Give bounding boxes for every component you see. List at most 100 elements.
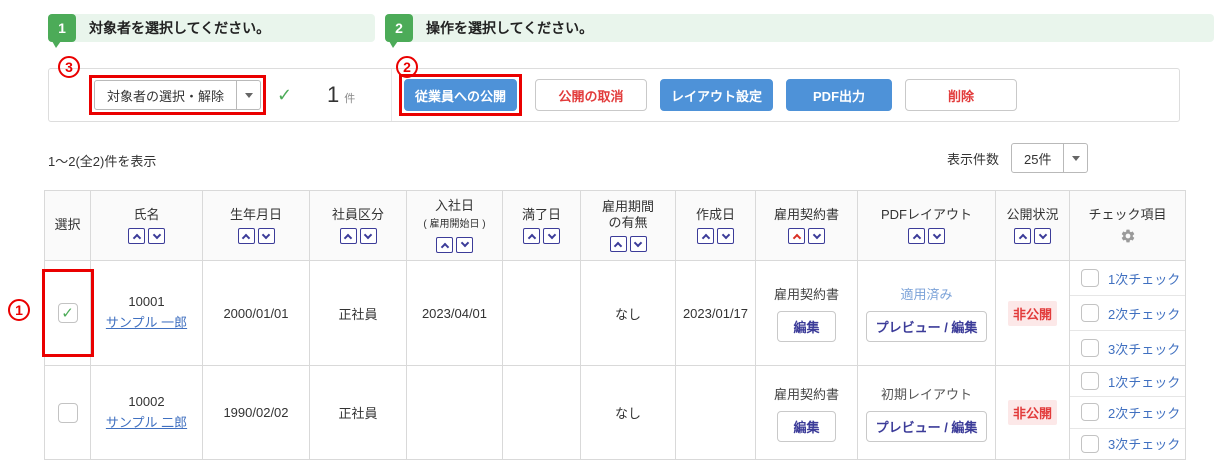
chevron-down-icon [244,92,253,98]
employee-name-link[interactable]: サンプル 一郎 [105,315,188,330]
row-select-checkbox[interactable] [57,402,78,423]
check-item-checkbox[interactable] [1081,304,1099,322]
sort-desc-button[interactable] [456,236,473,253]
sort-asc-button[interactable] [436,236,453,253]
sort-desc-button[interactable] [928,228,945,245]
sort-asc-button[interactable] [523,228,540,245]
contract-cell: 雇用契約書 編集 [755,260,858,366]
select-cell: ✓ [41,260,94,366]
edit-button[interactable]: 編集 [777,311,836,342]
check-item-link[interactable]: 2次チェック [1108,405,1181,421]
column-header-check-items: チェック項目 [1069,190,1186,261]
hire-date-cell [406,365,503,460]
selected-count-unit: 件 [344,93,356,105]
publish-to-employee-button[interactable]: 従業員への公開 [404,79,518,111]
column-header-name: 氏名 [90,190,203,261]
name-cell: 10002 サンプル 二郎 [90,365,203,460]
check-item-row: 1次チェック [1070,261,1185,296]
sort-asc-button[interactable] [908,228,925,245]
sort-desc-button[interactable] [257,228,275,245]
step-1-badge: 1 [48,14,76,48]
sort-asc-button[interactable] [609,236,627,253]
name-cell: 10001 サンプル 一郎 [90,260,203,366]
check-item-row: 2次チェック [1070,397,1185,429]
check-icon: ✓ [277,85,293,105]
sort-asc-button[interactable] [128,228,145,245]
sort-desc-button[interactable] [629,236,647,253]
delete-button[interactable]: 削除 [905,79,1018,111]
page-size-arrow-button[interactable] [1063,144,1087,172]
expiration-date-cell [502,260,581,366]
check-item-row: 2次チェック [1070,296,1185,331]
check-item-link[interactable]: 1次チェック [1108,374,1181,390]
column-header-expiration-date: 満了日 [502,190,581,261]
row-select-checkbox[interactable]: ✓ [57,303,78,323]
column-header-created-date: 作成日 [675,190,756,261]
annotation-box-row-checkbox: ✓ [41,269,94,357]
check-item-row: 1次チェック [1070,366,1185,398]
check-item-link[interactable]: 2次チェック [1108,306,1181,322]
step-1-label: 対象者を選択してください。 [89,20,271,36]
expiration-date-cell [502,365,581,460]
cancel-publish-button[interactable]: 公開の取消 [535,79,648,111]
birth-date-cell: 1990/02/02 [202,365,310,460]
pdf-layout-cell: 初期レイアウト プレビュー / 編集 [857,365,996,460]
sort-asc-button[interactable] [697,228,714,245]
dropdown-arrow-button[interactable] [236,81,260,109]
check-item-link[interactable]: 1次チェック [1108,271,1181,287]
sort-asc-button-active[interactable] [788,228,805,245]
column-header-contract: 雇用契約書 [755,190,858,261]
edit-button[interactable]: 編集 [777,410,836,442]
annotation-box-publish-button: 従業員への公開 [399,74,523,116]
sort-asc-button[interactable] [339,228,357,245]
table-header-row: 選択 氏名 生年月日 社員区分 [44,190,1186,261]
preview-edit-button[interactable]: プレビュー / 編集 [865,311,988,342]
check-item-checkbox[interactable] [1081,434,1099,453]
sort-desc-button[interactable] [148,228,165,245]
annotation-circle-2: 2 [396,56,418,78]
check-item-row: 3次チェック [1070,331,1185,365]
column-header-employee-type: 社員区分 [309,190,407,261]
birth-date-cell: 2000/01/01 [202,260,310,366]
check-item-link[interactable]: 3次チェック [1108,437,1181,453]
sort-desc-button[interactable] [808,228,825,245]
employee-id: 10001 [128,294,165,310]
check-item-checkbox[interactable] [1081,403,1099,422]
check-item-checkbox[interactable] [1081,372,1099,391]
layout-settings-button[interactable]: レイアウト設定 [660,79,774,111]
selected-count-group: 1 件 [327,82,355,108]
publish-status-badge: 非公開 [1007,300,1057,326]
sort-desc-button[interactable] [543,228,560,245]
check-item-checkbox[interactable] [1081,269,1099,287]
sort-desc-button[interactable] [359,228,377,245]
step-1-header: 1 対象者を選択してください。 [48,14,375,48]
employment-period-cell: なし [580,260,676,366]
check-item-link[interactable]: 3次チェック [1108,341,1181,357]
check-item-checkbox[interactable] [1081,339,1099,357]
contract-cell: 雇用契約書 編集 [755,365,858,460]
sort-asc-button[interactable] [1014,228,1031,245]
employee-type-cell: 正社員 [309,365,407,460]
created-date-cell [675,365,756,460]
column-header-pdf-layout: PDFレイアウト [857,190,996,261]
step-2-label: 操作を選択してください。 [426,20,594,36]
page-size-label: 表示件数 [947,151,1000,167]
sort-desc-button[interactable] [717,228,734,245]
publish-status-badge: 非公開 [1007,400,1057,425]
pdf-export-button[interactable]: PDF出力 [786,79,893,111]
employee-type-cell: 正社員 [309,260,407,366]
gear-icon[interactable] [1120,228,1136,244]
sort-asc-button[interactable] [237,228,255,245]
target-select-value: 対象者の選択・解除 [107,88,225,104]
selected-count: 1 [327,82,340,107]
results-range-text: 1〜2(全2)件を表示 [48,154,157,169]
created-date-cell: 2023/01/17 [675,260,756,366]
hire-date-cell: 2023/04/01 [406,260,503,366]
preview-edit-button[interactable]: プレビュー / 編集 [865,410,988,442]
employee-name-link[interactable]: サンプル 二郎 [105,414,188,430]
page-size-dropdown[interactable]: 25件 [1011,143,1089,173]
target-select-dropdown[interactable]: 対象者の選択・解除 [94,80,262,110]
sort-desc-button[interactable] [1034,228,1051,245]
page-size-control: 表示件数 25件 [947,143,1089,173]
table-row: ✓ 10001 サンプル 一郎 2000/01/01 正社員 2023/04/0… [41,260,1186,366]
